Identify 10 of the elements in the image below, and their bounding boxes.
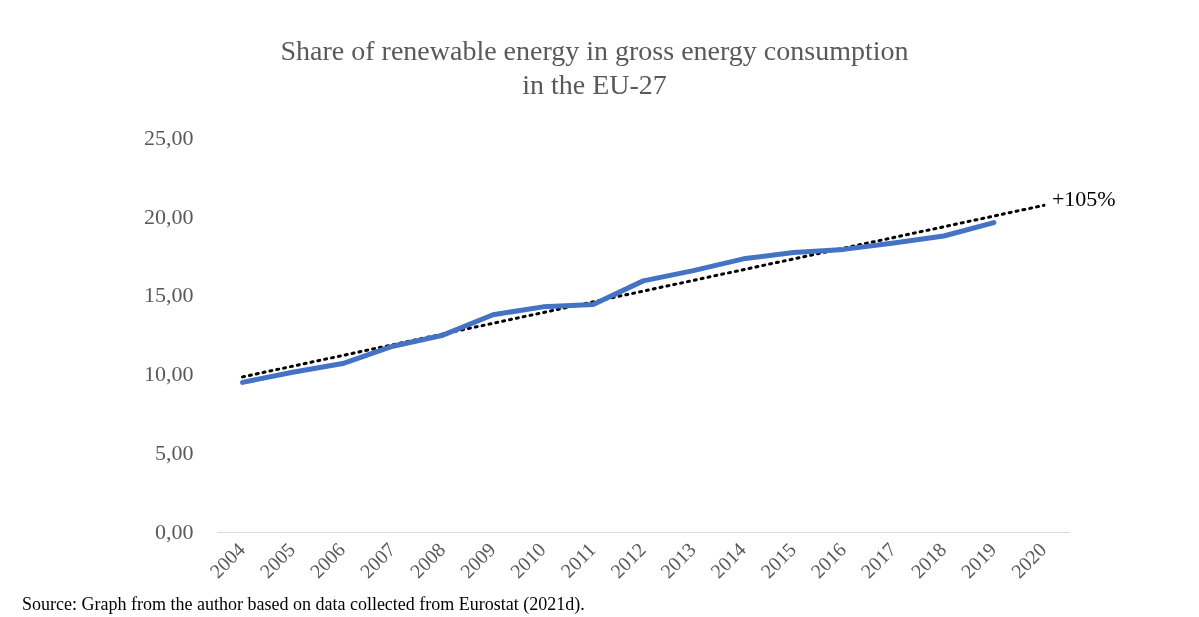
y-tick-label: 10,00 — [144, 361, 194, 387]
x-tick-label: 2011 — [556, 538, 600, 582]
y-tick-label: 20,00 — [144, 203, 194, 229]
y-tick-label: 5,00 — [155, 439, 194, 465]
y-tick-label: 15,00 — [144, 282, 194, 308]
y-tick-label: 25,00 — [144, 124, 194, 150]
annotation: +105% — [1051, 186, 1116, 212]
source-note: Source: Graph from the author based on data collected from Eurostat (2021d). — [22, 594, 585, 615]
chart-title: Share of renewable energy in gross energy consumption in the EU-27 — [280, 35, 909, 100]
y-tick-label: 0,00 — [155, 518, 194, 544]
